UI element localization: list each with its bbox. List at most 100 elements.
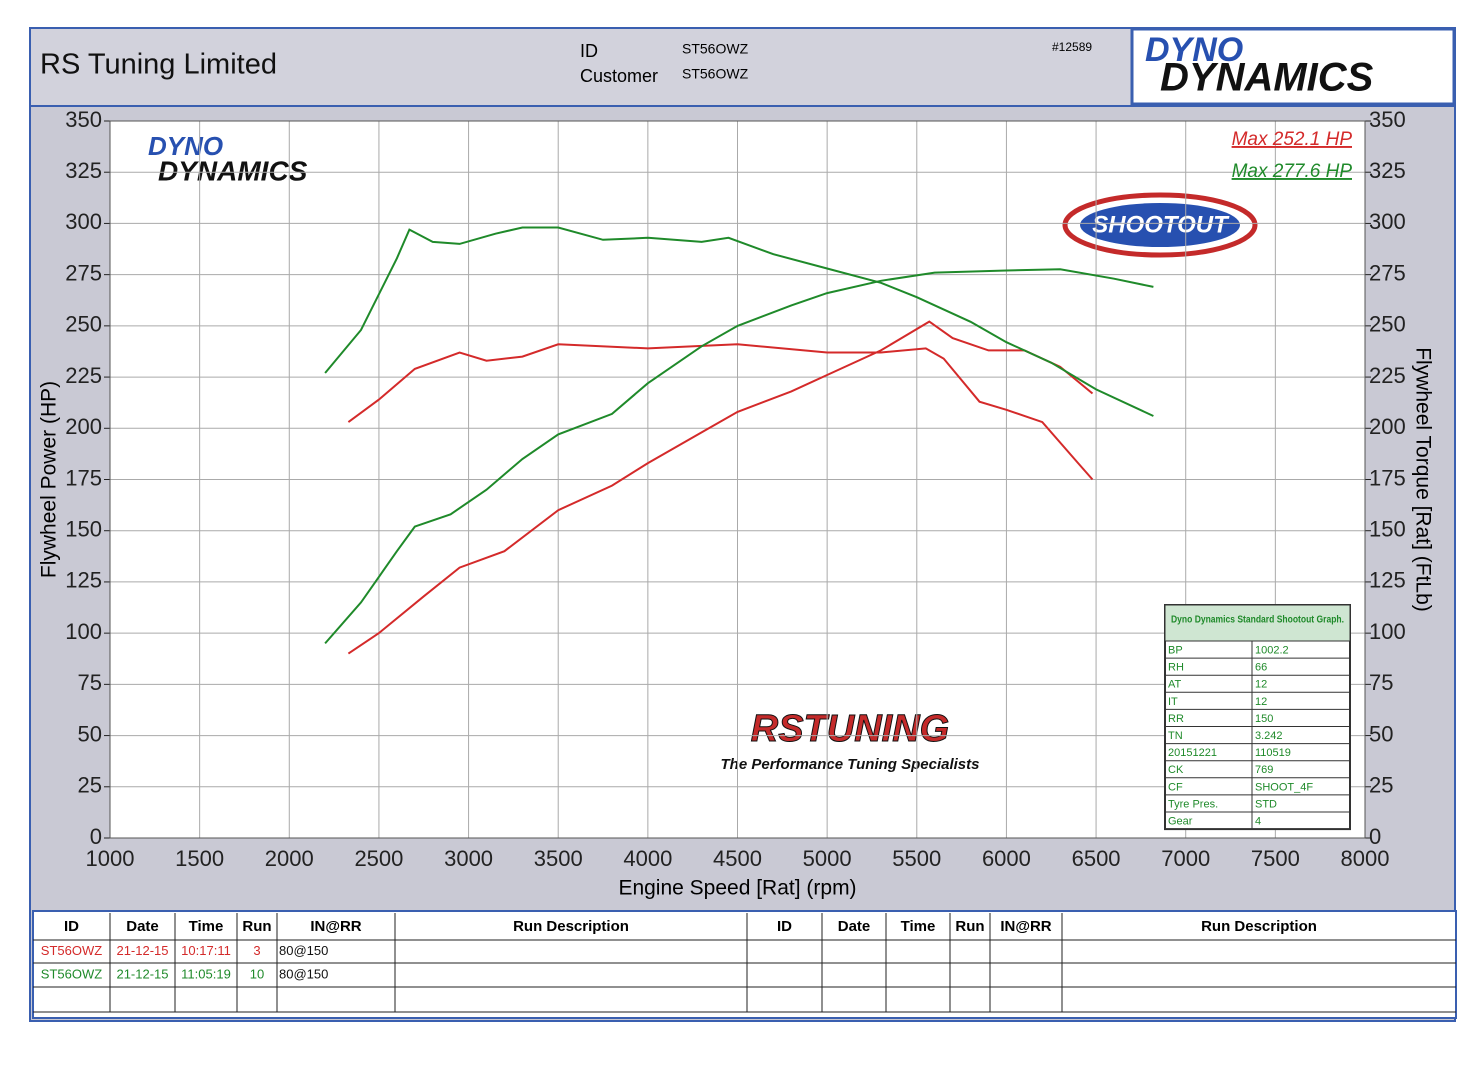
x-tick-label: 1000	[86, 846, 135, 871]
y2-tick-label: 125	[1369, 568, 1406, 593]
plot-logo-dyno: DYNO	[148, 131, 223, 161]
y2-tick-label: 75	[1369, 670, 1393, 695]
info-cell: 4	[1255, 815, 1261, 827]
info-title: Dyno Dynamics Standard Shootout Graph.	[1171, 615, 1344, 626]
runs-header: Date	[126, 918, 159, 935]
y2-tick-label: 25	[1369, 773, 1393, 798]
info-cell: 769	[1255, 764, 1273, 776]
y-tick-label: 300	[65, 209, 102, 234]
y-tick-label: 275	[65, 260, 102, 285]
info-cell: 110519	[1255, 747, 1291, 759]
runs-header: IN@RR	[310, 918, 361, 935]
runs-header: Date	[838, 918, 871, 935]
info-cell: 20151221	[1168, 747, 1217, 759]
runs-cell: 80@150	[279, 943, 328, 958]
x-tick-label: 7500	[1251, 846, 1300, 871]
series-line	[347, 320, 1094, 655]
y-tick-label: 100	[65, 619, 102, 644]
runs-cell: 11:05:19	[181, 966, 231, 981]
runs-cell: 10	[250, 966, 264, 981]
x-tick-label: 6500	[1072, 846, 1121, 871]
info-cell: BP	[1168, 644, 1183, 656]
y-tick-label: 150	[65, 517, 102, 542]
y2-tick-label: 200	[1369, 414, 1406, 439]
customer-label: Customer	[580, 66, 658, 86]
y-tick-label: 0	[90, 824, 102, 849]
runs-table: ID Date Time Run IN@RR Run Description ID Date T…	[32, 910, 1457, 1019]
x-tick-label: 4000	[623, 846, 672, 871]
logo-dyno: DYNO	[1145, 31, 1243, 69]
x-tick-label: 5500	[892, 846, 941, 871]
y2-tick-label: 275	[1369, 260, 1406, 285]
y2-tick-label: 225	[1369, 363, 1406, 388]
customer-value: ST56OWZ	[682, 66, 749, 82]
y2-tick-label: 325	[1369, 158, 1406, 183]
info-cell: 150	[1255, 713, 1273, 725]
x-tick-label: 7000	[1161, 846, 1210, 871]
runs-cell: 10:17:11	[181, 943, 231, 958]
x-tick-label: 3500	[534, 846, 583, 871]
info-cell: 66	[1255, 662, 1267, 674]
info-cell: STD	[1255, 798, 1277, 810]
logo-box	[1130, 27, 1456, 106]
info-cell: CF	[1168, 781, 1183, 793]
info-cell: RH	[1168, 662, 1184, 674]
runs-header: IN@RR	[1000, 918, 1051, 935]
y2-axis-title: Flywheel Torque [Rat] (FtLb)	[1411, 347, 1434, 612]
y2-tick-label: 175	[1369, 465, 1406, 490]
info-title-bg	[1164, 604, 1351, 642]
y-tick-label: 125	[65, 568, 102, 593]
y-tick-label: 225	[65, 363, 102, 388]
y2-tick-label: 100	[1369, 619, 1406, 644]
runs-header: Time	[901, 918, 936, 935]
info-cell: SHOOT_4F	[1255, 781, 1313, 793]
chart: 1000 1500 2000 2500 3000 3500 4000 4500 5000 5500…	[38, 107, 1435, 900]
runs-cell: 21-12-15	[116, 943, 168, 958]
plot-border	[109, 120, 1366, 839]
y-tick-label: 325	[65, 158, 102, 183]
runs-cell: 21-12-15	[116, 966, 168, 981]
info-frame	[1164, 604, 1351, 831]
info-cell: 12	[1255, 696, 1267, 708]
x-tick-label: 1500	[175, 846, 224, 871]
info-cell: TN	[1168, 730, 1183, 742]
sheet-number: #12589	[1052, 40, 1092, 54]
series-line	[324, 268, 1154, 645]
id-value: ST56OWZ	[682, 41, 749, 57]
x-tick-label: 2000	[265, 846, 314, 871]
series-line	[324, 226, 1154, 417]
x-tick-label: 6000	[982, 846, 1031, 871]
x-tick-label: 3000	[444, 846, 493, 871]
runs-cell: ST56OWZ	[41, 966, 102, 981]
y-tick-label: 50	[78, 721, 102, 746]
shootout-badge	[1080, 203, 1240, 247]
runs-header: Run	[955, 918, 984, 935]
y2-tick-label: 150	[1369, 517, 1406, 542]
runs-cell: 3	[253, 943, 260, 958]
plot-logo-dynamics: DYNAMICS	[158, 155, 308, 186]
logo-dynamics: DYNAMICS	[1160, 56, 1374, 100]
y2-tick-label: 250	[1369, 312, 1406, 337]
shootout-text: SHOOTOUT	[1092, 211, 1230, 238]
info-table: Dyno Dynamics Standard Shootout Graph. BP…	[1164, 604, 1351, 831]
y-tick-label: 75	[78, 670, 102, 695]
info-cell: 1002.2	[1255, 644, 1289, 656]
runs-header: ID	[777, 918, 792, 935]
info-cell: CK	[1168, 764, 1184, 776]
y2-tick-label: 50	[1369, 721, 1393, 746]
info-cell: AT	[1168, 679, 1182, 691]
runs-header: Run	[242, 918, 271, 935]
y-tick-label: 350	[65, 107, 102, 132]
y-tick-label: 25	[78, 773, 102, 798]
series-line	[347, 343, 1094, 481]
runs-header: Run Description	[513, 918, 629, 935]
info-cell: IT	[1168, 696, 1178, 708]
runs-cell: ST56OWZ	[41, 943, 102, 958]
rstuning-logo: RSTUNING	[751, 708, 949, 750]
runs-header: ID	[64, 918, 79, 935]
y2-tick-label: 0	[1369, 824, 1381, 849]
runs-cell: 80@150	[279, 966, 328, 981]
info-cell: RR	[1168, 713, 1184, 725]
y-tick-label: 175	[65, 465, 102, 490]
